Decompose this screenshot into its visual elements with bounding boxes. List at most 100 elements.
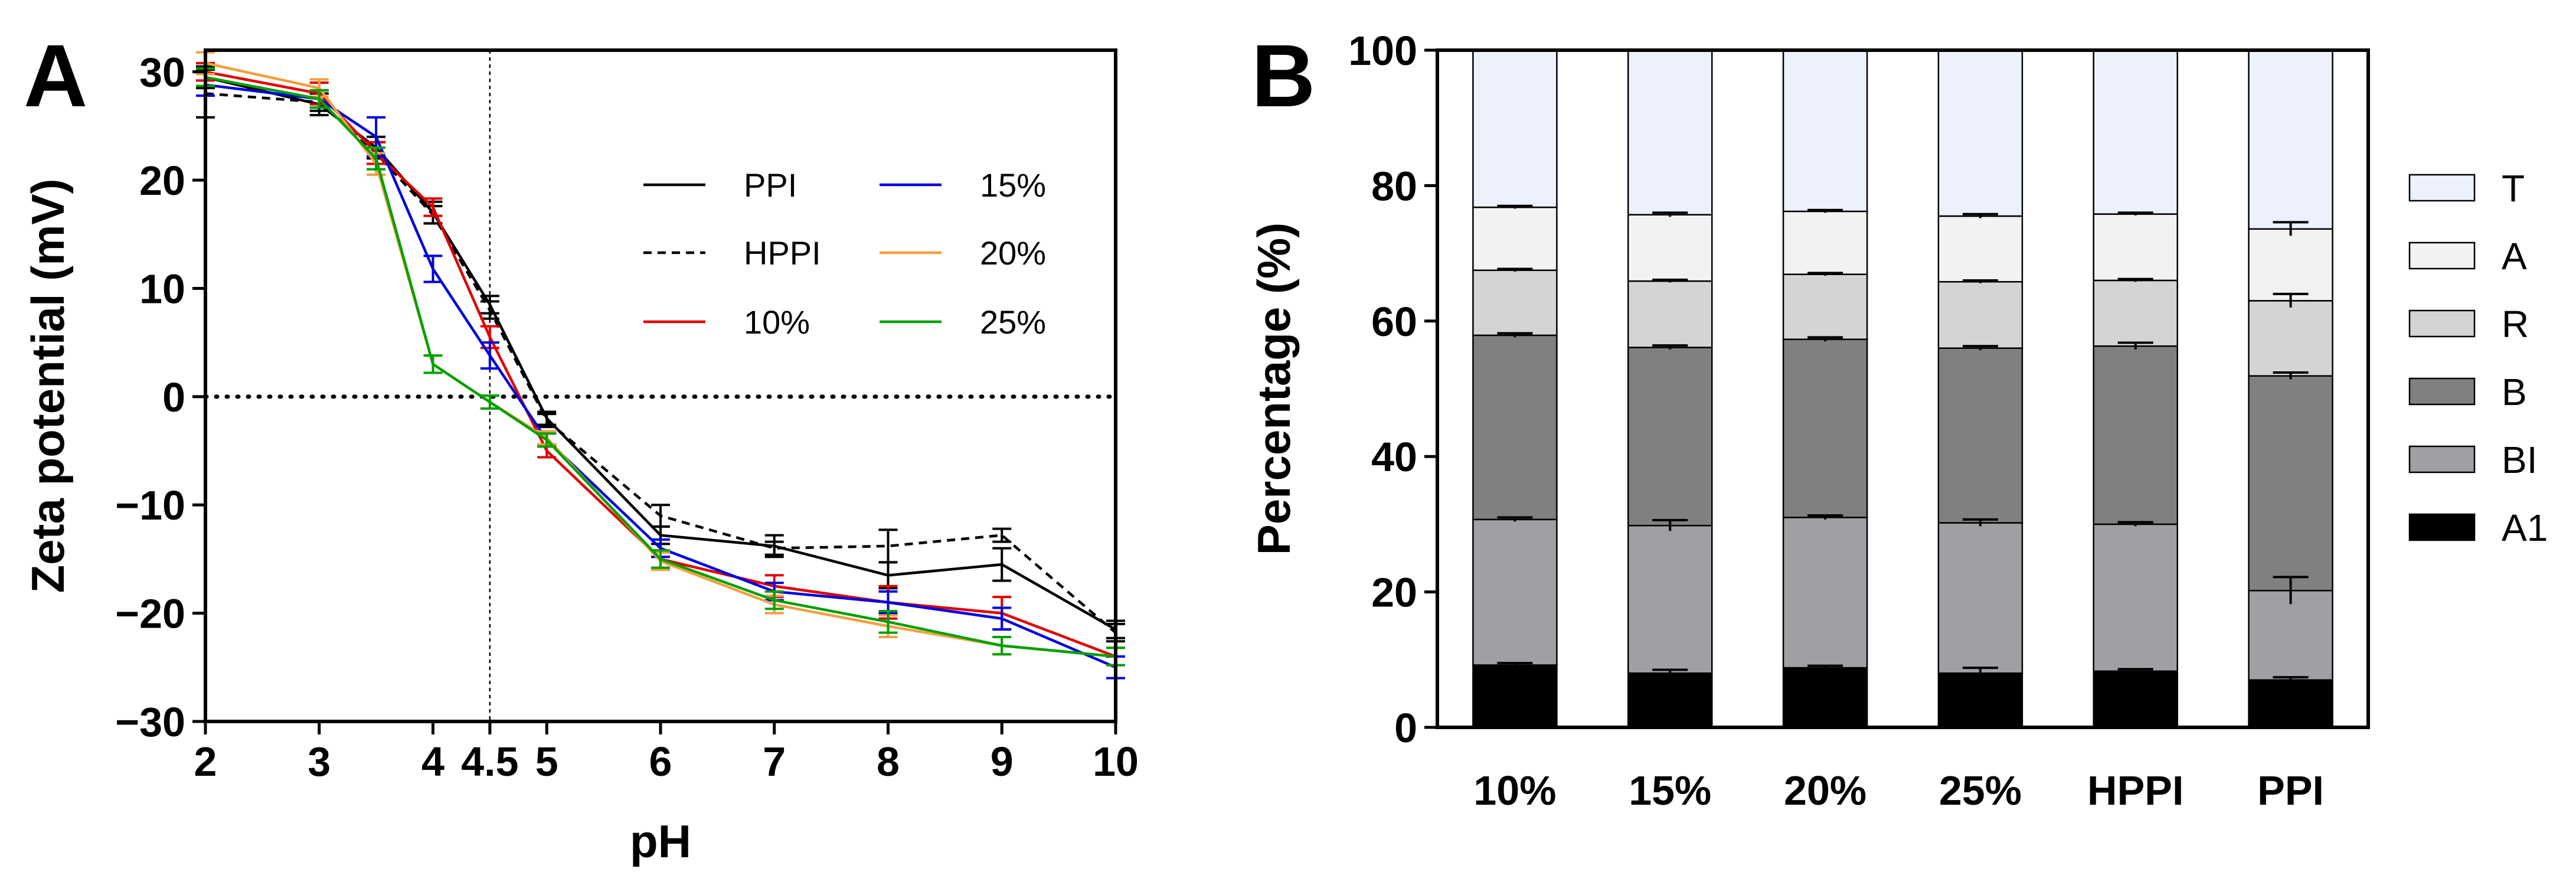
series-line-15pct (205, 83, 1116, 669)
bar-segment-a1 (2093, 670, 2178, 729)
legend-item-20pct: 20% (880, 234, 1046, 272)
percentage-plot-frame (1436, 48, 2370, 729)
bar-segment-a (1472, 206, 1558, 272)
x-tick-label: 10 (1093, 739, 1139, 785)
series-10pct (196, 62, 1125, 667)
y-tick-label: 60 (1371, 299, 1417, 345)
legend-item-a1: A1 (2408, 507, 2548, 549)
x-tick-label: 4.5 (461, 739, 518, 785)
bar-segment-r (1937, 281, 2023, 349)
bar-segment-b (1937, 347, 2023, 524)
legend-item-hppi: HPPI (643, 234, 821, 272)
legend-item-10pct: 10% (643, 303, 810, 341)
bar-segment-t (1782, 49, 1868, 213)
legend-item-bi: BI (2408, 439, 2537, 481)
legend-swatch (2408, 241, 2476, 270)
panel-a-label: A (24, 26, 87, 125)
zeta-y-axis-label: Zeta potential (mV) (22, 178, 74, 593)
bar-segment-a (2093, 213, 2178, 282)
bar-segment-a (1782, 210, 1868, 275)
legend-label: 20% (980, 234, 1046, 272)
bar-segment-b (2093, 345, 2178, 525)
bar-segment-t (1937, 49, 2023, 217)
y-tick-label: 10 (139, 266, 185, 312)
bar-segment-a1 (1627, 672, 1713, 729)
bar-segment-t (2248, 49, 2333, 230)
bar-segment-r (2093, 279, 2178, 347)
legend-label: 25% (980, 303, 1046, 341)
bar-segment-b (2248, 375, 2333, 592)
y-tick-label: 80 (1371, 163, 1417, 209)
zeta-potential-chart: 30 20 10 0 −10 −20 −302 3 4 4.5 5 6 7 8 9 10 PPI HPPI 10%… (22, 48, 1139, 867)
category-label-10pct: 10% (1473, 768, 1556, 814)
legend-swatch (2408, 513, 2476, 541)
bar-segment-a (1937, 215, 2023, 283)
bar-segment-b (1782, 338, 1868, 518)
bar-segment-a1 (2248, 679, 2333, 729)
legend-swatch (2408, 309, 2476, 338)
bar-stack-25pct (1937, 49, 2023, 729)
bar-segment-bi (1472, 518, 1558, 666)
bar-segment-r (2248, 300, 2333, 377)
bar-segment-r (1472, 269, 1558, 337)
legend-label: 10% (744, 303, 810, 341)
legend-item-15pct: 15% (880, 166, 1046, 204)
legend-swatch (2408, 445, 2476, 473)
bar-stack-hppi (2093, 49, 2178, 729)
category-label-ppi: PPI (2257, 768, 2324, 814)
bar-segment-bi (1782, 517, 1868, 669)
legend-label: A1 (2502, 507, 2548, 549)
x-tick-label: 9 (990, 739, 1014, 785)
zeta-plot-frame (204, 48, 1117, 723)
bar-segment-t (2093, 49, 2178, 215)
y-tick-label: −30 (115, 699, 185, 745)
y-tick-label: 30 (139, 50, 185, 96)
zeta-x-axis-label: pH (630, 815, 691, 867)
bar-segment-a (2248, 228, 2333, 302)
series-15pct (196, 73, 1125, 680)
category-label-25pct: 25% (1939, 768, 2022, 814)
legend-label: BI (2502, 439, 2537, 481)
y-tick-label: 0 (162, 374, 185, 420)
series-line-hppi (205, 92, 1117, 634)
bar-segment-a1 (1782, 667, 1868, 729)
percentage-y-axis-label: Percentage (%) (1248, 223, 1300, 556)
category-label-hppi: HPPI (2087, 768, 2183, 814)
y-tick-label: 20 (1371, 570, 1417, 616)
zeta-legend: PPI HPPI 10% 15% 20% 25% (643, 166, 1046, 341)
series-25pct (196, 67, 1125, 667)
bar-segment-a (1627, 214, 1713, 282)
legend-label: 15% (980, 166, 1046, 204)
legend-item-r: R (2408, 303, 2529, 345)
bar-segment-r (1782, 273, 1868, 341)
y-tick-label: −10 (115, 482, 185, 528)
x-tick-label: 8 (877, 739, 900, 785)
legend-item-a: A (2408, 235, 2527, 277)
category-label-15pct: 15% (1629, 768, 1711, 814)
bar-segment-b (1627, 347, 1713, 527)
x-tick-label: 2 (194, 739, 217, 785)
bar-segment-a1 (1937, 672, 2023, 729)
legend-swatch (2408, 377, 2476, 406)
bar-segment-a1 (1472, 664, 1558, 729)
legend-label: HPPI (744, 234, 821, 272)
legend-item-ppi: PPI (643, 166, 797, 204)
y-tick-label: 40 (1371, 434, 1417, 480)
bar-segment-t (1472, 49, 1558, 208)
x-tick-label: 6 (649, 739, 672, 785)
y-tick-label: −20 (115, 591, 185, 637)
bar-stack-10pct (1472, 49, 1558, 729)
x-tick-label: 7 (763, 739, 786, 785)
legend-item-b: B (2408, 371, 2527, 413)
bar-segment-b (1472, 334, 1558, 521)
legend-label: T (2502, 167, 2525, 210)
legend-label: R (2502, 303, 2529, 345)
bar-segment-bi (1937, 522, 2023, 674)
bar-stack-ppi (2248, 49, 2333, 729)
legend-swatch (2408, 174, 2476, 202)
y-tick-label: 0 (1394, 705, 1417, 751)
legend-item-t: T (2408, 167, 2525, 210)
